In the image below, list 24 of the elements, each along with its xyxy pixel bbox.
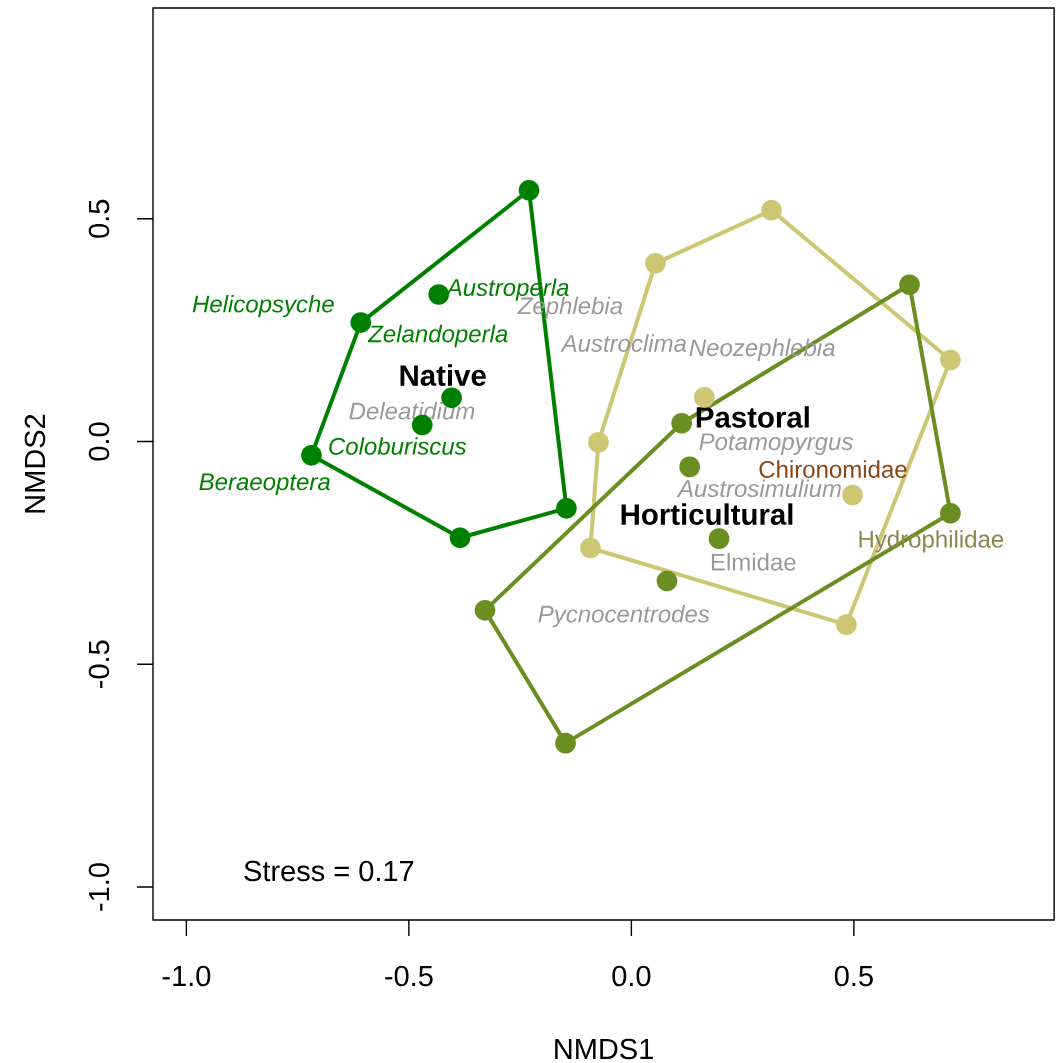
annotation: Elmidae	[711, 553, 796, 571]
annotation: Helicopsyche	[192, 294, 334, 318]
annotation: Pycnocentrodes	[538, 604, 710, 628]
y-tick-label: -1.0	[88, 863, 110, 911]
annotation: Pastoral	[696, 406, 809, 428]
annotation: Beraeoptera	[199, 473, 330, 496]
y-tick-label: 0.5	[88, 199, 110, 238]
annotation: Native	[400, 364, 486, 386]
x-tick-label: -0.5	[385, 965, 433, 987]
annotation: Stress = 0.17	[244, 860, 414, 882]
y-axis-title: NMDS2	[24, 414, 46, 513]
x-tick-label: -1.0	[162, 965, 211, 987]
y-tick-label: -0.5	[88, 640, 110, 688]
annotation: Horticultural	[621, 503, 793, 525]
annotation: Austrosimulium	[676, 479, 841, 498]
annotation: Deleatidium	[349, 401, 475, 420]
annotation: Potamopyrgus	[699, 433, 853, 455]
annotation: Chironomidae	[759, 460, 907, 478]
x-tick-label: 0.5	[834, 965, 873, 987]
x-axis-title: NMDS1	[555, 1038, 653, 1060]
x-tick-label: 0.0	[612, 965, 651, 987]
annotation: Coloburiscus	[329, 437, 467, 455]
y-tick-label: 0.0	[88, 422, 110, 461]
annotation: Zelandoperla	[367, 324, 508, 348]
